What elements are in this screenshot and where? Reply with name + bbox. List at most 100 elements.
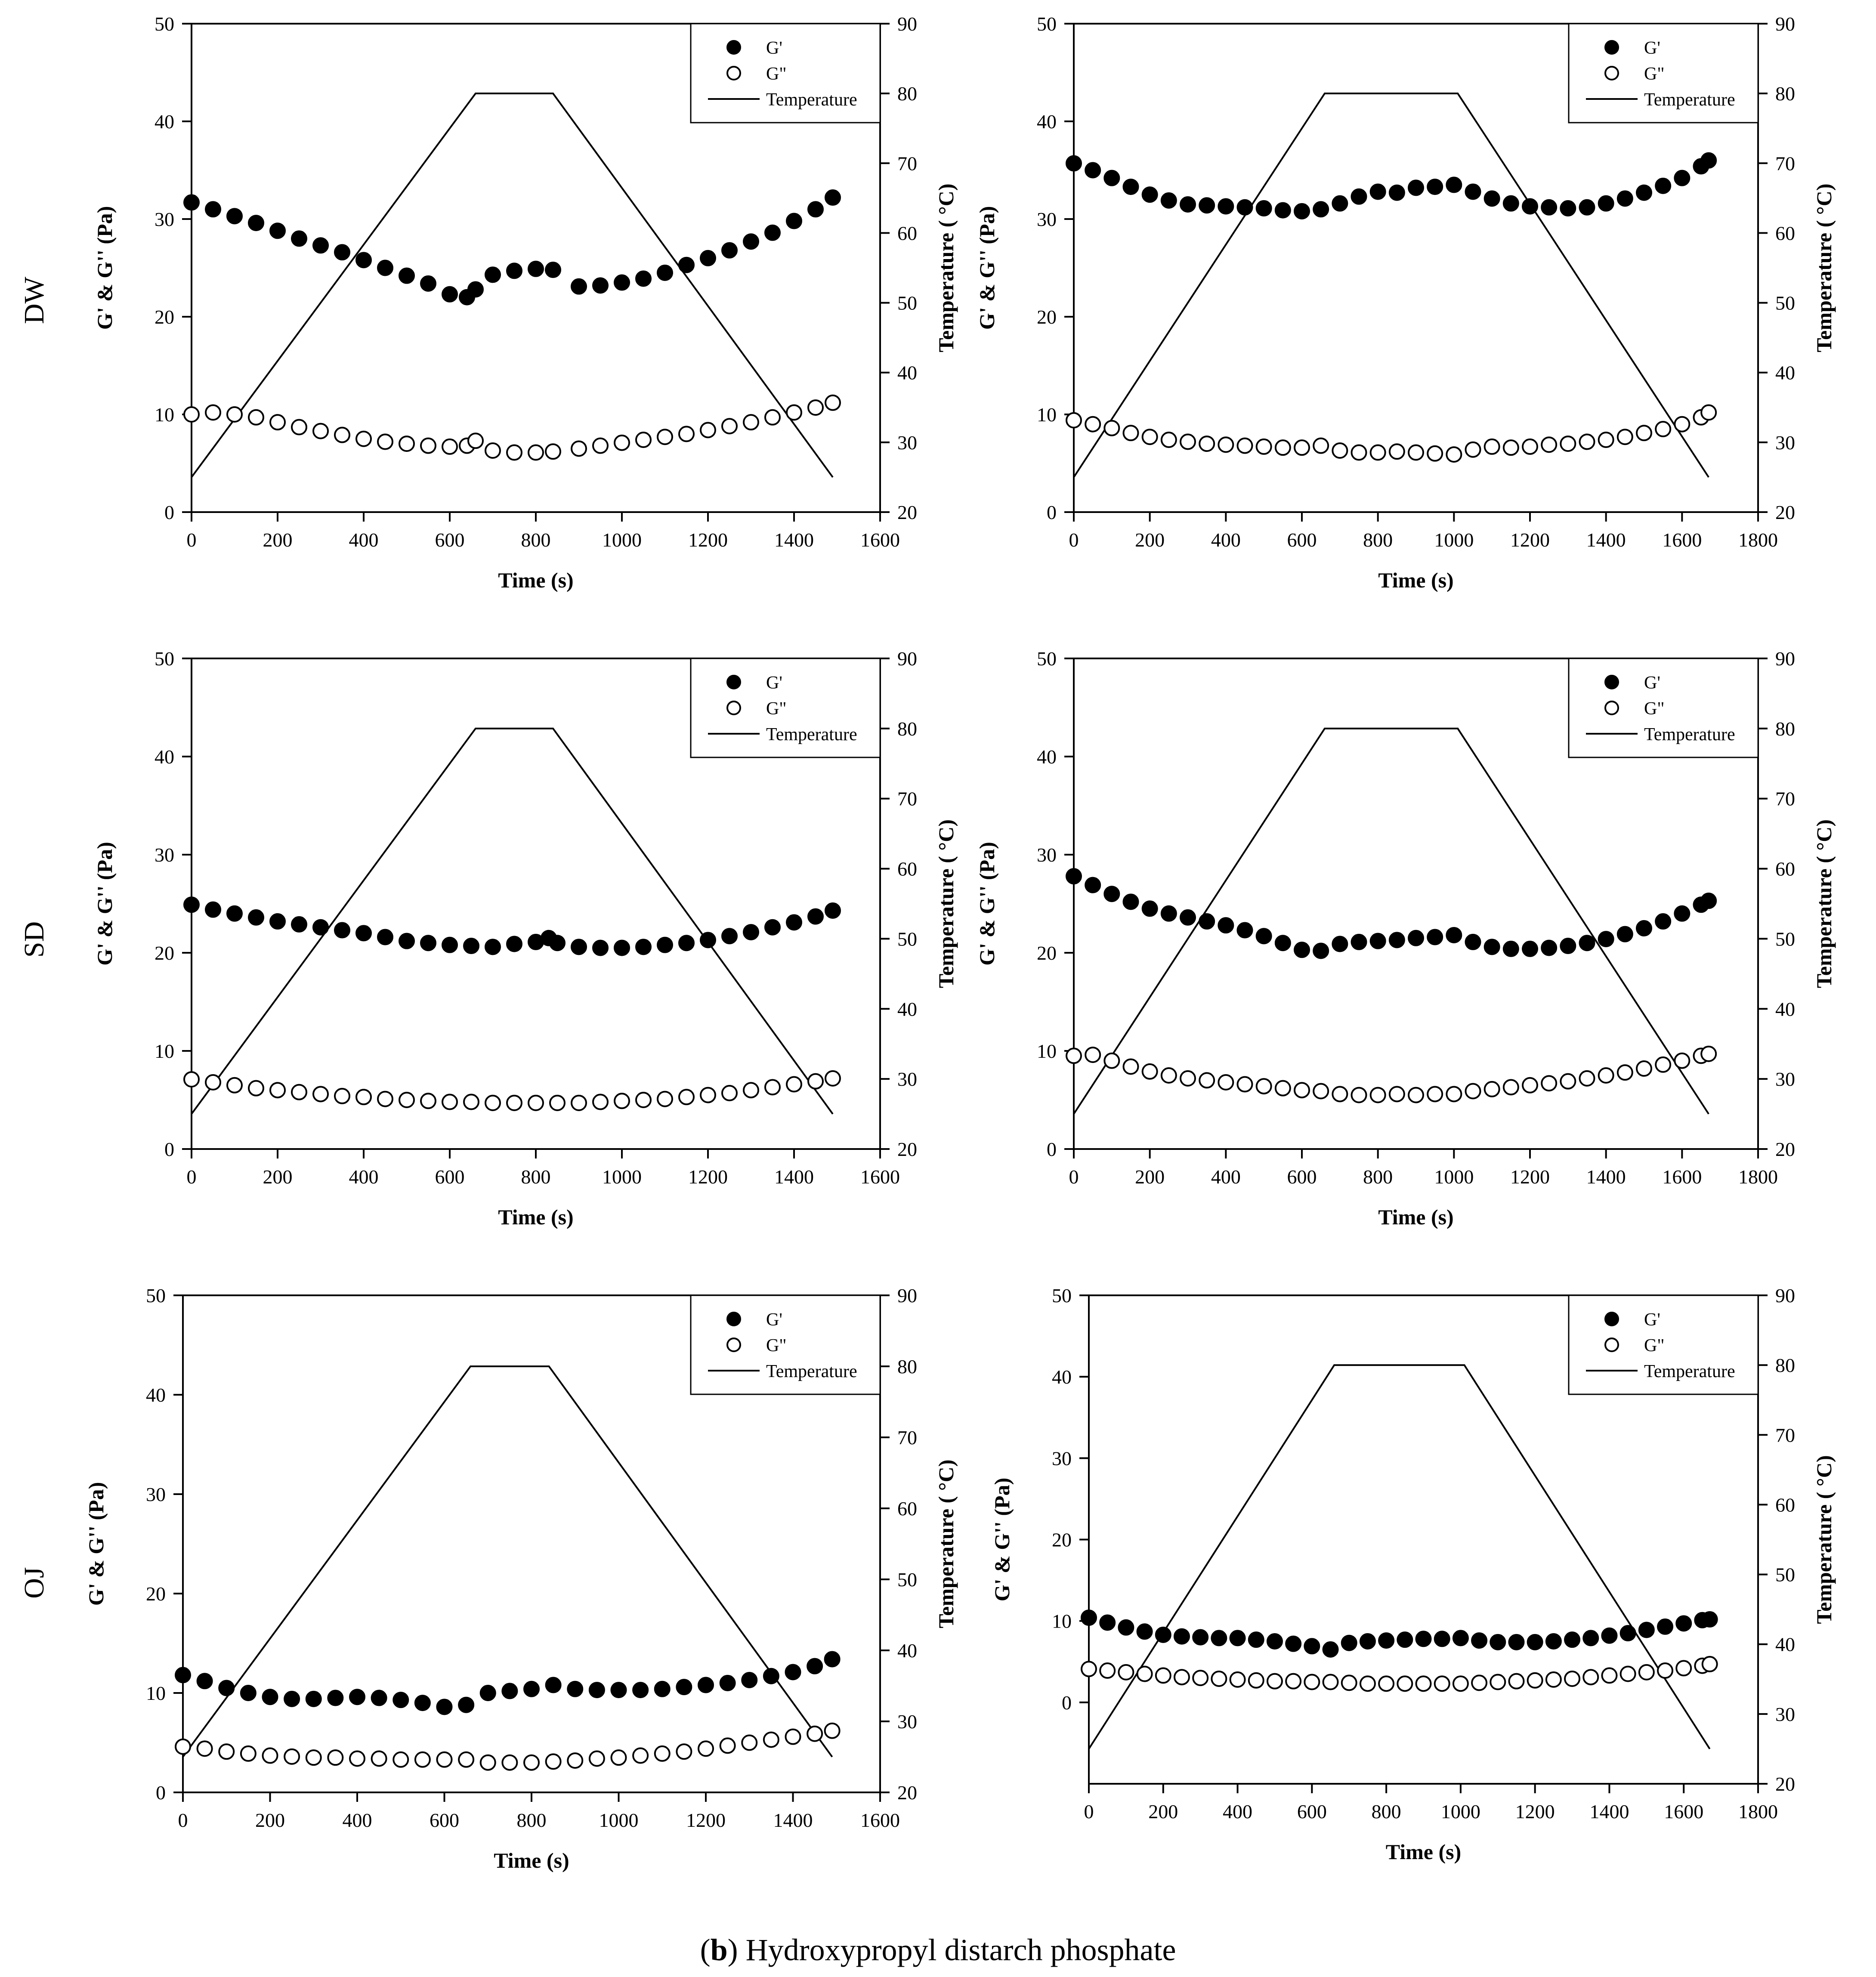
g-double-prime-point xyxy=(334,426,350,443)
g-prime-point xyxy=(1155,1626,1171,1643)
x-tick-label: 600 xyxy=(430,1809,459,1831)
g-double-prime-point xyxy=(291,1084,307,1100)
x-tick-label: 1000 xyxy=(1434,529,1474,551)
x-axis-label: Time (s) xyxy=(498,1205,573,1229)
g-prime-point xyxy=(183,896,200,913)
g-prime-point xyxy=(1304,1638,1320,1655)
y-tick-label: 30 xyxy=(155,208,174,230)
g-double-prime-point xyxy=(399,1092,415,1108)
chart-panel-5: 0 200 400 600 800 1000 1200 1400 1600 0 10 20 30 40 50… xyxy=(84,1285,958,1872)
g-prime-point xyxy=(700,932,716,948)
g-prime-point xyxy=(1285,1635,1302,1652)
x-tick-label: 400 xyxy=(349,1166,379,1188)
legend-g-prime-marker xyxy=(1604,1312,1619,1326)
g-prime-point xyxy=(549,935,566,951)
g-prime-point xyxy=(1582,1630,1599,1646)
g-double-prime-point xyxy=(1700,404,1717,421)
g-prime-point xyxy=(807,1658,823,1674)
y-tick-label: 10 xyxy=(155,404,174,426)
g-double-prime-point xyxy=(1465,441,1481,458)
x-tick-label: 1000 xyxy=(1434,1166,1474,1188)
g-double-prime-point xyxy=(420,1093,436,1109)
g-prime-point xyxy=(284,1690,300,1707)
x-tick-label: 1400 xyxy=(774,1166,814,1188)
g-double-prime-point xyxy=(1674,1052,1691,1069)
g-prime-point xyxy=(1674,905,1691,922)
g-prime-point xyxy=(545,262,561,278)
g-prime-point xyxy=(657,264,673,281)
g-prime-point xyxy=(312,237,329,254)
g-double-prime-point xyxy=(785,1728,801,1745)
g-prime-point xyxy=(1274,202,1291,219)
y-tick-label: 30 xyxy=(1052,1447,1072,1469)
g-prime-point xyxy=(1180,196,1196,213)
g-prime-point xyxy=(269,222,286,239)
g-double-prime-point xyxy=(1601,1667,1618,1684)
y-tick-label: 40 xyxy=(1052,1366,1072,1388)
g-double-prime-point xyxy=(825,1070,841,1087)
g-double-prime-point xyxy=(1313,437,1329,454)
x-tick-label: 1600 xyxy=(860,529,900,551)
g-prime-point xyxy=(458,1696,475,1713)
x-tick-label: 1800 xyxy=(1738,1801,1778,1823)
g-double-prime-point xyxy=(1266,1673,1283,1690)
x-tick-label: 1400 xyxy=(1589,1801,1629,1823)
g-double-prime-point xyxy=(1490,1674,1506,1690)
g-double-prime-point xyxy=(1502,439,1519,456)
g-prime-point xyxy=(1341,1634,1357,1651)
g-prime-point xyxy=(632,1682,649,1699)
g-prime-point xyxy=(721,242,738,259)
temperature-line xyxy=(191,93,834,478)
g-double-prime-point xyxy=(700,1087,716,1103)
legend-label: Temperature xyxy=(766,725,857,744)
legend-label: G' xyxy=(1644,38,1660,58)
g-prime-point xyxy=(377,259,393,276)
y2-axis-label: Temperature ( °C) xyxy=(934,819,958,988)
y-axis-label: G' & G'' (Pa) xyxy=(990,1478,1014,1601)
g-prime-point xyxy=(240,1685,257,1701)
y2-axis-label: Temperature ( °C) xyxy=(1812,183,1836,352)
g-prime-point xyxy=(545,1677,562,1693)
g-double-prime-point xyxy=(1378,1675,1395,1692)
g-prime-point xyxy=(1675,1615,1692,1632)
g-double-prime-point xyxy=(657,1090,673,1107)
legend-g-prime-marker xyxy=(1604,40,1619,55)
g-prime-point xyxy=(1192,1629,1209,1646)
x-tick-label: 200 xyxy=(1135,529,1165,551)
temperature-line xyxy=(182,1365,833,1758)
g-double-prime-point xyxy=(1351,1087,1367,1103)
g-double-prime-point xyxy=(1465,1083,1481,1100)
x-axis-label: Time (s) xyxy=(1378,568,1453,592)
y-tick-label: 30 xyxy=(1037,208,1057,230)
x-tick-label: 1000 xyxy=(602,1166,642,1188)
y-axis-label: G' & G'' (Pa) xyxy=(84,1482,108,1606)
g-prime-point xyxy=(1465,183,1481,200)
g-double-prime-point xyxy=(240,1745,257,1762)
g-prime-point xyxy=(719,1674,736,1691)
g-double-prime-point xyxy=(226,406,243,423)
g-double-prime-point xyxy=(506,444,522,461)
g-double-prime-point xyxy=(721,418,738,435)
legend: G' G" Temperature xyxy=(1568,658,1759,758)
y-tick-label: 40 xyxy=(1037,111,1057,133)
legend-g-double-prime-marker xyxy=(1604,701,1619,715)
y2-tick-label: 80 xyxy=(1775,83,1795,105)
y2-tick-label: 70 xyxy=(1775,788,1795,810)
g-double-prime-point xyxy=(1560,436,1576,452)
g-prime-point xyxy=(1619,1625,1636,1642)
y-tick-label: 0 xyxy=(156,1782,166,1804)
g-double-prime-point xyxy=(1579,433,1595,450)
g-double-prime-point xyxy=(571,440,587,457)
g-prime-point xyxy=(1103,886,1120,902)
g-prime-point xyxy=(1322,1641,1339,1658)
y2-tick-label: 80 xyxy=(1775,718,1795,740)
g-double-prime-point xyxy=(1369,1087,1386,1103)
g-double-prime-point xyxy=(657,429,673,445)
y2-axis-label: Temperature ( °C) xyxy=(934,1459,958,1628)
g-double-prime-point xyxy=(1522,438,1538,455)
chart-panel-1: 0 200 400 600 800 1000 1200 1400 1600 0 10 20 30 40 50… xyxy=(93,13,958,592)
g-prime-point xyxy=(442,286,458,303)
g-double-prime-point xyxy=(567,1752,584,1769)
plot-frame xyxy=(1073,658,1759,1150)
y-tick-label: 20 xyxy=(155,942,174,964)
